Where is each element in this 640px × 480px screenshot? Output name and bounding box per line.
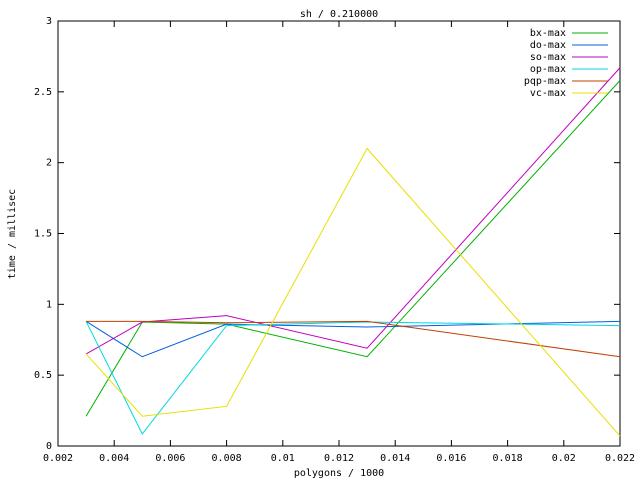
legend-label: pqp-max — [524, 76, 566, 87]
y-tick-label: 3 — [46, 16, 52, 27]
x-axis-label: polygons / 1000 — [294, 468, 384, 479]
series-line — [85, 67, 621, 355]
legend-label: vc-max — [530, 88, 566, 99]
series-line — [86, 320, 621, 358]
x-tick-label: 0.002 — [43, 453, 73, 464]
legend-label: bx-max — [530, 28, 566, 39]
x-tick-label: 0.022 — [605, 453, 635, 464]
x-tick-label: 0.016 — [436, 453, 466, 464]
y-tick-label: 0.5 — [34, 370, 52, 381]
series-line — [85, 147, 621, 437]
y-tick-label: 1.5 — [34, 229, 52, 240]
y-tick-label: 2.5 — [34, 87, 52, 98]
x-tick-label: 0.004 — [99, 453, 129, 464]
x-tick-label: 0.014 — [380, 453, 410, 464]
y-tick-label: 2 — [46, 158, 52, 169]
x-tick-label: 0.008 — [212, 453, 242, 464]
y-axis-label: time / millisec — [7, 189, 18, 279]
x-tick-label: 0.01 — [271, 453, 295, 464]
x-tick-label: 0.018 — [493, 453, 523, 464]
chart-title: sh / 0.210000 — [300, 9, 378, 20]
legend-label: do-max — [530, 40, 566, 51]
x-tick-label: 0.012 — [324, 453, 354, 464]
series-line — [85, 320, 621, 358]
y-tick-label: 0 — [46, 441, 52, 452]
y-tick-label: 1 — [46, 299, 52, 310]
x-tick-label: 0.02 — [552, 453, 576, 464]
series-line — [85, 80, 621, 417]
legend-label: op-max — [530, 64, 566, 75]
legend-label: so-max — [530, 52, 566, 63]
x-tick-label: 0.006 — [155, 453, 185, 464]
series-line — [85, 321, 621, 435]
